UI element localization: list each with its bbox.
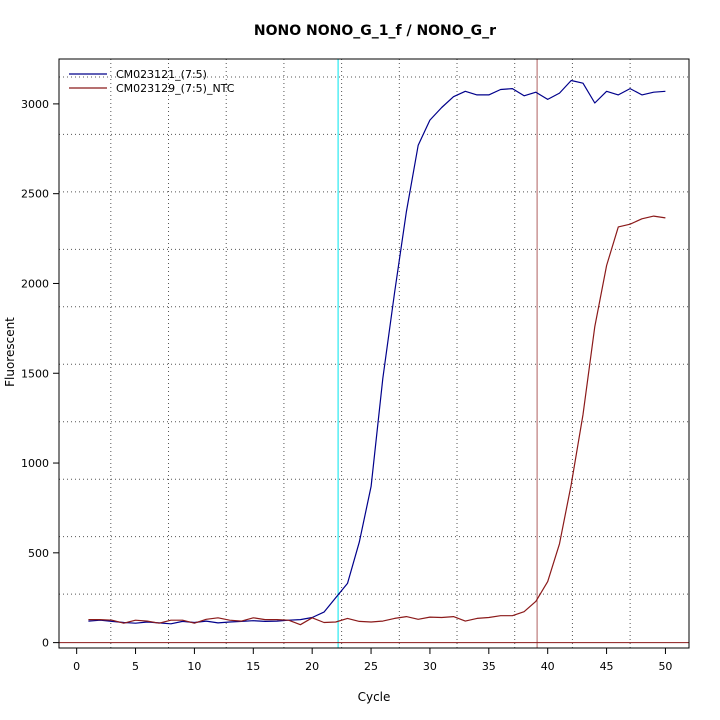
- chart-title: NONO NONO_G_1_f / NONO_G_r: [254, 23, 496, 39]
- x-tick-label-2: 10: [187, 660, 201, 673]
- grid-lines: [59, 59, 689, 648]
- y-tick-label-6: 3000: [21, 98, 49, 111]
- series-line-1: [88, 215, 666, 626]
- y-axis: 0 500 1000 1500 2000 2500 3000: [21, 98, 60, 650]
- x-axis: 0 5 10 15 20 25 30 35 40 45 50: [73, 647, 672, 673]
- legend: CM023121_(7:5)CM023129_(7:5)_NTC: [69, 68, 235, 95]
- y-tick-label-5: 2500: [21, 188, 49, 201]
- x-tick-label-10: 50: [658, 660, 672, 673]
- y-axis-label: Fluorescent: [3, 317, 17, 387]
- legend-label-0: CM023121_(7:5): [116, 68, 207, 81]
- y-tick-label-4: 2000: [21, 277, 49, 290]
- series-line-0: [88, 79, 666, 625]
- y-tick-label-2: 1000: [21, 457, 49, 470]
- x-tick-label-4: 20: [305, 660, 319, 673]
- y-tick-label-1: 500: [28, 547, 49, 560]
- x-tick-label-0: 0: [73, 660, 80, 673]
- x-tick-label-9: 45: [600, 660, 614, 673]
- x-axis-label: Cycle: [358, 690, 391, 704]
- y-tick-label-3: 1500: [21, 367, 49, 380]
- x-tick-label-1: 5: [132, 660, 139, 673]
- x-tick-label-7: 35: [482, 660, 496, 673]
- x-tick-label-3: 15: [246, 660, 260, 673]
- threshold-lines: [337, 59, 538, 648]
- x-tick-label-8: 40: [541, 660, 555, 673]
- legend-label-1: CM023129_(7:5)_NTC: [116, 82, 235, 95]
- series-lines: [88, 79, 666, 626]
- x-tick-label-5: 25: [364, 660, 378, 673]
- y-tick-label-0: 0: [42, 637, 49, 650]
- x-tick-label-6: 30: [423, 660, 437, 673]
